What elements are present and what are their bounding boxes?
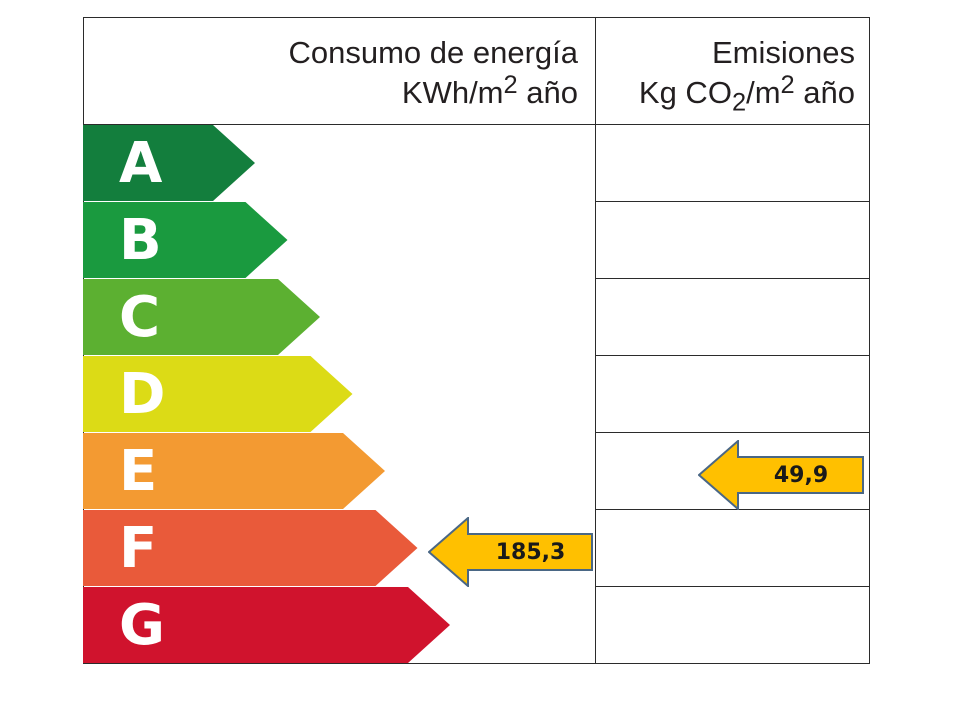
indicator-arrow-fill <box>698 440 864 510</box>
grid-line <box>83 17 870 18</box>
grid-line <box>595 586 870 587</box>
band-letter: G <box>119 593 165 658</box>
band-g: G <box>83 587 450 663</box>
grid-line <box>595 201 870 202</box>
emissions-column-header: Emisiones Kg CO2/m2 año <box>595 33 855 117</box>
band-arrow-fill <box>83 356 353 432</box>
grid-line <box>869 17 870 664</box>
energy-certificate-label: Consumo de energía KWh/m2 año Emisiones … <box>83 17 870 664</box>
band-d: D <box>83 356 353 432</box>
band-letter: E <box>119 439 158 504</box>
band-a: A <box>83 125 255 201</box>
band-f: F <box>83 510 418 586</box>
grid-line <box>595 509 870 510</box>
emissions-header-title: Emisiones <box>712 35 855 70</box>
grid-line <box>595 432 870 433</box>
band-letter: A <box>119 131 163 196</box>
emissions-header-unit: Kg CO2/m2 año <box>638 70 855 117</box>
band-arrow-fill <box>83 125 255 201</box>
grid-line <box>83 663 870 664</box>
indicator-arrow-fill <box>428 517 593 587</box>
band-b: B <box>83 202 288 278</box>
band-arrow-fill <box>83 202 288 278</box>
band-arrow-shape <box>83 356 353 432</box>
energy-header-title: Consumo de energía <box>288 35 578 70</box>
grid-line <box>595 278 870 279</box>
band-arrow-shape <box>83 510 418 586</box>
band-letter: C <box>119 285 161 350</box>
energy-rating-indicator: 185,3 <box>428 517 593 587</box>
energy-header-unit: KWh/m2 año <box>401 70 578 110</box>
grid-line <box>595 17 596 664</box>
band-arrow-fill <box>83 279 320 355</box>
band-arrow-shape <box>83 587 450 663</box>
band-arrow-shape <box>83 433 385 509</box>
band-arrow-shape <box>83 125 255 201</box>
band-arrow-fill <box>83 433 385 509</box>
emissions-rating-value: 49,9 <box>773 462 829 488</box>
band-letter: F <box>119 516 158 581</box>
band-letter: D <box>119 362 166 427</box>
band-arrow-fill <box>83 587 450 663</box>
band-letter: B <box>119 208 162 273</box>
grid-line <box>83 124 870 125</box>
energy-column-header: Consumo de energía KWh/m2 año <box>83 33 578 113</box>
band-e: E <box>83 433 385 509</box>
energy-rating-value: 185,3 <box>495 539 566 565</box>
band-arrow-fill <box>83 510 418 586</box>
band-c: C <box>83 279 320 355</box>
band-arrow-shape <box>83 279 320 355</box>
indicator-arrow-shape <box>698 440 864 510</box>
emissions-rating-indicator: 49,9 <box>698 440 864 510</box>
grid-line <box>595 355 870 356</box>
indicator-arrow-shape <box>428 517 593 587</box>
band-arrow-shape <box>83 202 288 278</box>
